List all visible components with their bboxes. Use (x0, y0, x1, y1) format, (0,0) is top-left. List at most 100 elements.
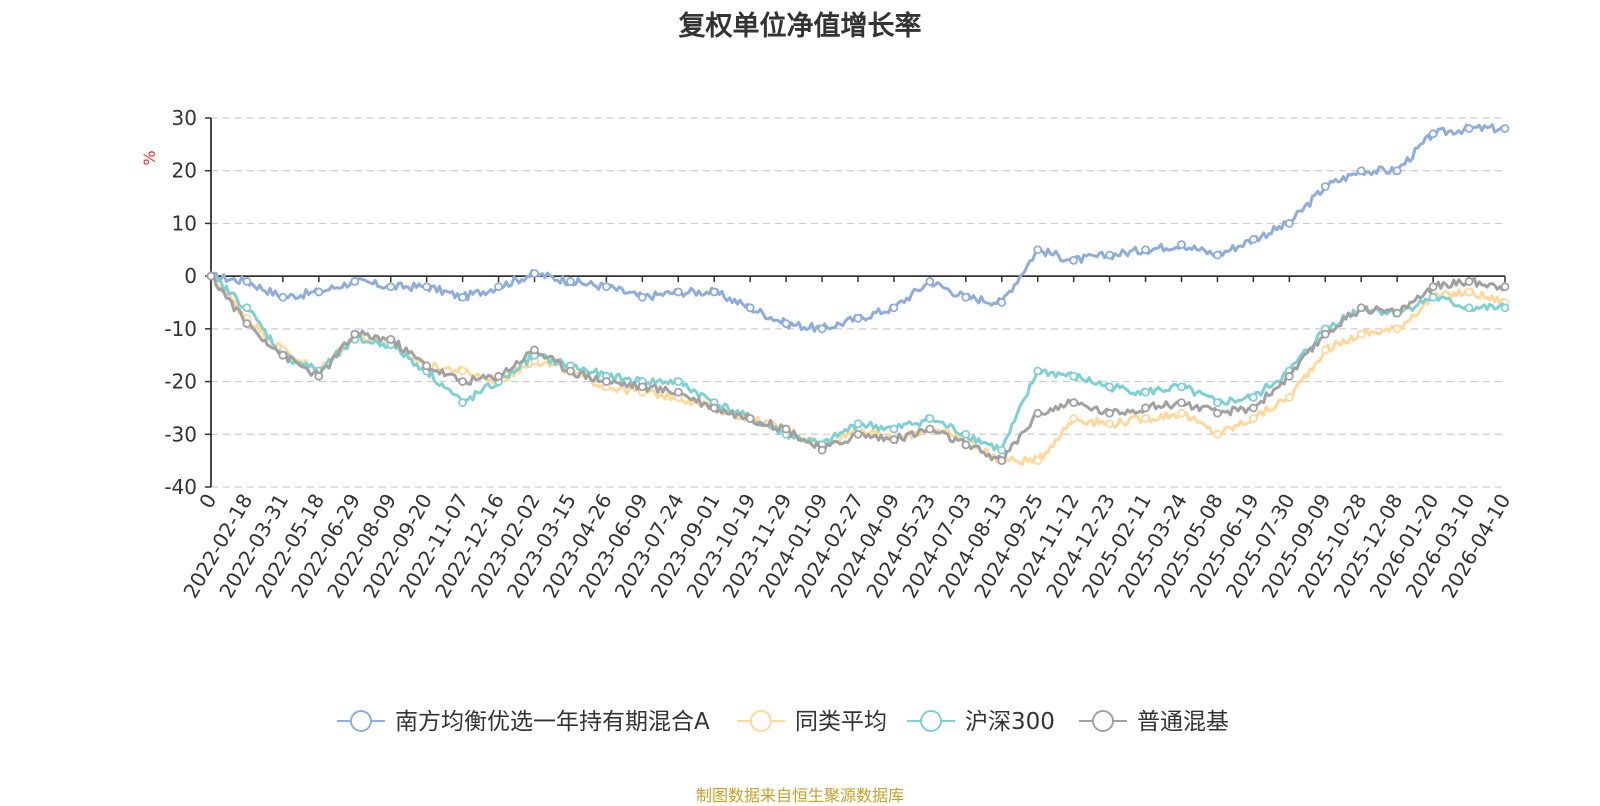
series-line-0 (209, 123, 1506, 333)
data-point (745, 414, 755, 423)
data-point (1284, 219, 1294, 228)
data-point (601, 377, 611, 386)
data-point (1320, 329, 1330, 339)
data-point (1069, 255, 1079, 265)
data-point (817, 445, 827, 455)
y-axis-label: % (140, 150, 159, 165)
legend-label: 普通混基 (1137, 709, 1229, 735)
data-point (1033, 408, 1043, 418)
data-point (1464, 287, 1474, 297)
y-tick-label: -40 (164, 475, 197, 499)
line-chart: 3020100-10-20-30-40%02022-02-182022-03-3… (140, 106, 1515, 735)
data-point (1141, 403, 1150, 413)
data-point (1392, 308, 1402, 318)
data-point (458, 398, 468, 408)
data-point (1141, 245, 1150, 255)
data-point (314, 371, 324, 381)
data-point (242, 319, 252, 328)
legend-marker (920, 710, 942, 732)
source-note: 制图数据来自恒生聚源数据库 (695, 786, 904, 805)
data-point (1069, 371, 1079, 381)
data-point (386, 282, 396, 292)
data-point (1033, 366, 1043, 376)
data-point (1105, 408, 1115, 418)
data-point (1356, 329, 1366, 339)
y-tick-label: 20 (172, 159, 197, 183)
legend-label: 南方均衡优选一年持有期混合A (395, 709, 710, 735)
data-point (1320, 182, 1330, 191)
data-point (961, 292, 971, 302)
data-point (1248, 403, 1258, 413)
data-point (1464, 124, 1474, 133)
data-point (997, 298, 1007, 307)
legend-label: 同类平均 (795, 709, 887, 735)
data-point (997, 445, 1007, 455)
legend-marker (350, 710, 372, 732)
data-point (1284, 392, 1294, 402)
data-point (637, 292, 647, 302)
legend-marker (750, 710, 772, 732)
data-point (314, 287, 324, 297)
data-point (1105, 250, 1115, 260)
data-point (1069, 398, 1079, 408)
legend-marker (1092, 710, 1114, 732)
data-point (242, 303, 252, 313)
data-point (889, 303, 899, 313)
data-point (1428, 282, 1438, 292)
data-point (961, 429, 971, 439)
data-point (1500, 282, 1510, 292)
data-point (1033, 245, 1043, 255)
data-point (1105, 382, 1115, 392)
data-point (1248, 392, 1258, 402)
data-point (889, 435, 899, 444)
data-point (242, 277, 252, 286)
data-point (422, 282, 432, 292)
data-point (566, 366, 575, 376)
data-point (1141, 387, 1150, 397)
data-point (1428, 292, 1438, 302)
data-point (853, 419, 863, 429)
data-point (925, 414, 935, 423)
data-point (422, 361, 432, 371)
data-point (1464, 277, 1474, 286)
data-point (1500, 303, 1510, 313)
data-point (1464, 303, 1474, 313)
y-tick-label: 10 (172, 211, 197, 235)
data-point (1105, 419, 1115, 429)
y-tick-label: 0 (184, 264, 197, 288)
data-point (350, 329, 360, 339)
data-point (781, 424, 791, 434)
data-point (709, 403, 719, 413)
data-point (278, 292, 288, 302)
data-point (1069, 414, 1079, 423)
data-point (745, 303, 755, 313)
data-point (1213, 398, 1222, 408)
data-point (961, 440, 971, 450)
data-point (350, 277, 360, 286)
data-point (458, 377, 468, 386)
data-point (386, 334, 396, 344)
y-tick-label: -30 (164, 422, 197, 446)
data-point (278, 350, 288, 360)
data-point (1356, 166, 1366, 176)
data-point (709, 287, 719, 297)
data-point (458, 366, 468, 376)
data-point (1213, 429, 1222, 439)
data-point (925, 277, 935, 286)
data-point (206, 271, 216, 281)
data-point (1213, 250, 1222, 260)
data-point (853, 313, 863, 323)
data-point (1248, 414, 1258, 423)
x-tick-label: 0 (194, 490, 221, 513)
data-point (817, 324, 827, 334)
y-tick-label: -20 (164, 370, 197, 394)
data-point (458, 292, 468, 302)
data-point (1500, 124, 1510, 133)
data-point (1141, 414, 1150, 423)
data-point (1356, 303, 1366, 313)
data-point (566, 277, 575, 286)
data-point (530, 269, 539, 278)
data-point (673, 287, 683, 297)
data-point (925, 424, 935, 434)
data-point (853, 429, 863, 439)
